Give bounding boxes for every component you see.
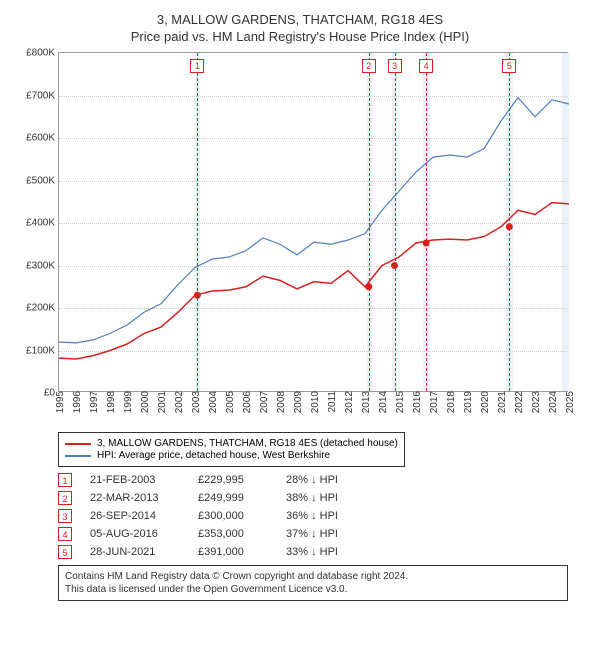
sale-row-date: 05-AUG-2016 xyxy=(90,528,180,540)
sale-row-badge: 4 xyxy=(58,527,72,541)
x-tick-label: 2012 xyxy=(344,391,355,413)
x-tick-label: 2000 xyxy=(140,391,151,413)
sale-row-badge: 2 xyxy=(58,491,72,505)
x-tick-label: 1999 xyxy=(123,391,134,413)
x-tick-label: 2010 xyxy=(310,391,321,413)
sale-badge: 2 xyxy=(362,59,376,73)
x-tick-label: 2011 xyxy=(327,391,338,413)
x-tick-label: 2003 xyxy=(191,391,202,413)
sale-row-diff: 38% ↓ HPI xyxy=(286,492,376,504)
sale-row-diff: 28% ↓ HPI xyxy=(286,474,376,486)
x-tick-label: 2019 xyxy=(463,391,474,413)
sale-badge: 5 xyxy=(502,59,516,73)
sale-badge: 4 xyxy=(419,59,433,73)
legend-row: HPI: Average price, detached house, West… xyxy=(65,450,398,461)
x-tick-label: 1995 xyxy=(55,391,66,413)
x-tick-label: 2016 xyxy=(412,391,423,413)
footer-line-1: Contains HM Land Registry data © Crown c… xyxy=(65,570,561,583)
title-address: 3, MALLOW GARDENS, THATCHAM, RG18 4ES xyxy=(10,12,590,27)
sale-row-date: 28-JUN-2021 xyxy=(90,546,180,558)
attribution-footer: Contains HM Land Registry data © Crown c… xyxy=(58,565,568,601)
sale-row: 4 05-AUG-2016 £353,000 37% ↓ HPI xyxy=(58,527,590,541)
x-tick-label: 2022 xyxy=(514,391,525,413)
sale-row: 1 21-FEB-2003 £229,995 28% ↓ HPI xyxy=(58,473,590,487)
legend-label: 3, MALLOW GARDENS, THATCHAM, RG18 4ES (d… xyxy=(97,438,398,449)
y-tick-label: £400K xyxy=(26,218,55,229)
sale-badge: 3 xyxy=(388,59,402,73)
x-tick-label: 2002 xyxy=(174,391,185,413)
sale-row-diff: 33% ↓ HPI xyxy=(286,546,376,558)
x-tick-label: 2015 xyxy=(395,391,406,413)
x-tick-label: 2004 xyxy=(208,391,219,413)
sale-row-price: £300,000 xyxy=(198,510,268,522)
sale-badge: 1 xyxy=(190,59,204,73)
x-tick-label: 2006 xyxy=(242,391,253,413)
sale-row-price: £229,995 xyxy=(198,474,268,486)
chart-legend: 3, MALLOW GARDENS, THATCHAM, RG18 4ES (d… xyxy=(58,432,405,467)
legend-swatch xyxy=(65,443,91,445)
x-tick-label: 2018 xyxy=(446,391,457,413)
y-tick-label: £300K xyxy=(26,260,55,271)
price-chart: £0£100K£200K£300K£400K£500K£600K£700K£80… xyxy=(58,52,568,392)
y-tick-label: £200K xyxy=(26,303,55,314)
series-svg xyxy=(59,53,569,393)
sale-row: 3 26-SEP-2014 £300,000 36% ↓ HPI xyxy=(58,509,590,523)
y-tick-label: £0 xyxy=(44,388,55,399)
sale-row-date: 22-MAR-2013 xyxy=(90,492,180,504)
sale-row-price: £391,000 xyxy=(198,546,268,558)
x-tick-label: 2009 xyxy=(293,391,304,413)
sale-vline xyxy=(197,53,198,391)
x-tick-label: 2007 xyxy=(259,391,270,413)
x-tick-label: 2020 xyxy=(480,391,491,413)
footer-line-2: This data is licensed under the Open Gov… xyxy=(65,583,561,596)
x-tick-label: 2001 xyxy=(157,391,168,413)
sale-vline xyxy=(509,53,510,391)
y-tick-label: £100K xyxy=(26,345,55,356)
x-tick-label: 1997 xyxy=(89,391,100,413)
sale-vline xyxy=(426,53,427,391)
x-tick-label: 2008 xyxy=(276,391,287,413)
sale-row-badge: 3 xyxy=(58,509,72,523)
y-tick-label: £500K xyxy=(26,175,55,186)
x-tick-label: 2024 xyxy=(548,391,559,413)
sale-row: 5 28-JUN-2021 £391,000 33% ↓ HPI xyxy=(58,545,590,559)
sale-row-date: 26-SEP-2014 xyxy=(90,510,180,522)
legend-swatch xyxy=(65,455,91,457)
sale-row-diff: 36% ↓ HPI xyxy=(286,510,376,522)
sale-vline xyxy=(369,53,370,391)
x-tick-label: 2021 xyxy=(497,391,508,413)
legend-row: 3, MALLOW GARDENS, THATCHAM, RG18 4ES (d… xyxy=(65,438,398,449)
sale-row: 2 22-MAR-2013 £249,999 38% ↓ HPI xyxy=(58,491,590,505)
x-tick-label: 2025 xyxy=(565,391,576,413)
x-tick-label: 2013 xyxy=(361,391,372,413)
title-block: 3, MALLOW GARDENS, THATCHAM, RG18 4ES Pr… xyxy=(10,12,590,44)
sale-vline xyxy=(395,53,396,391)
x-tick-label: 2023 xyxy=(531,391,542,413)
title-subtitle: Price paid vs. HM Land Registry's House … xyxy=(10,29,590,44)
series-hpi xyxy=(59,98,569,343)
sale-row-price: £353,000 xyxy=(198,528,268,540)
x-tick-label: 2014 xyxy=(378,391,389,413)
x-tick-label: 1998 xyxy=(106,391,117,413)
sale-row-price: £249,999 xyxy=(198,492,268,504)
sales-table: 1 21-FEB-2003 £229,995 28% ↓ HPI 2 22-MAR-201… xyxy=(58,473,590,559)
sale-row-diff: 37% ↓ HPI xyxy=(286,528,376,540)
x-tick-label: 2017 xyxy=(429,391,440,413)
series-property xyxy=(59,203,569,359)
y-tick-label: £700K xyxy=(26,90,55,101)
legend-label: HPI: Average price, detached house, West… xyxy=(97,450,330,461)
x-tick-label: 2005 xyxy=(225,391,236,413)
y-tick-label: £800K xyxy=(26,48,55,59)
y-tick-label: £600K xyxy=(26,133,55,144)
x-tick-label: 1996 xyxy=(72,391,83,413)
sale-row-badge: 1 xyxy=(58,473,72,487)
sale-row-date: 21-FEB-2003 xyxy=(90,474,180,486)
sale-row-badge: 5 xyxy=(58,545,72,559)
